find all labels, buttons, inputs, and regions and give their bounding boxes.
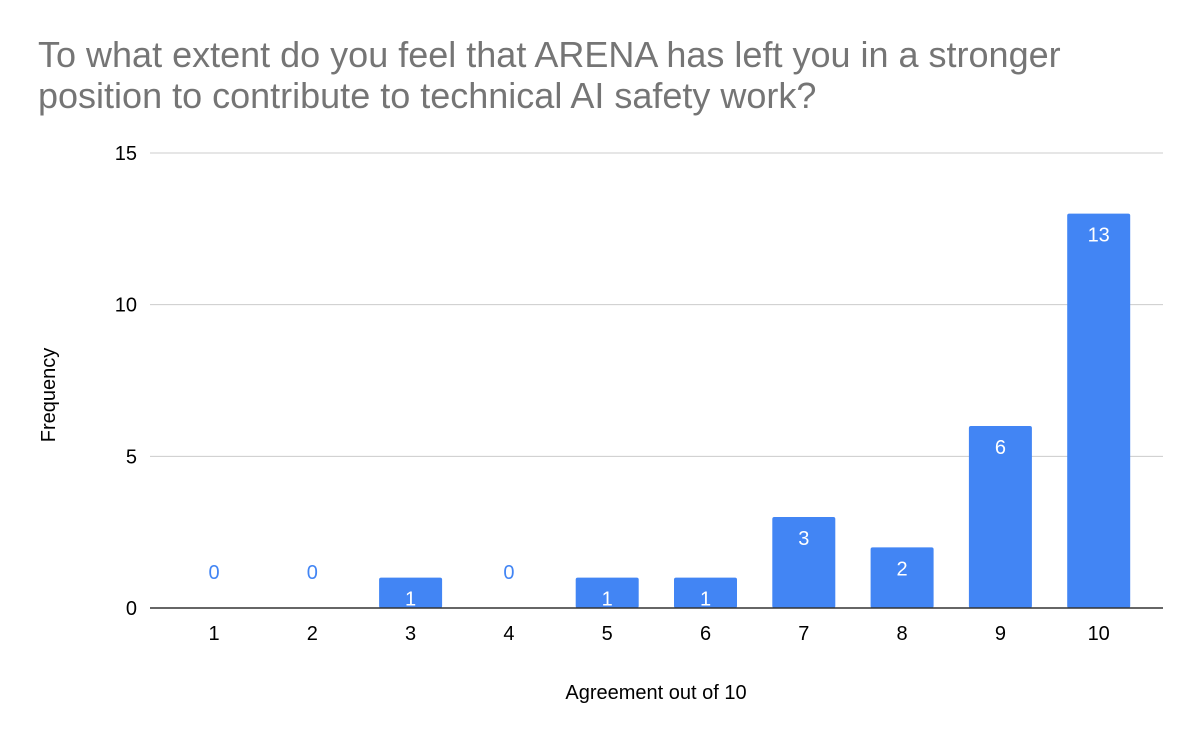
- data-label: 6: [995, 437, 1006, 459]
- data-label: 1: [700, 589, 711, 611]
- y-tick-label: 15: [115, 143, 137, 165]
- data-label: 0: [307, 562, 318, 584]
- x-tick-label: 4: [503, 623, 514, 645]
- y-tick-label: 10: [115, 295, 137, 317]
- y-tick-label: 0: [126, 598, 137, 620]
- bar: [772, 517, 836, 608]
- y-tick-labels: 0 5 10 15: [115, 143, 137, 620]
- x-tick-label: 6: [700, 623, 711, 645]
- data-label: 13: [1088, 225, 1110, 247]
- y-tick-label: 5: [126, 446, 137, 468]
- data-label: 1: [405, 589, 416, 611]
- bar: [968, 426, 1032, 608]
- bar: [870, 547, 934, 608]
- x-tick-label: 2: [307, 623, 318, 645]
- bar: [379, 577, 443, 608]
- data-label: 0: [503, 562, 514, 584]
- data-label: 0: [208, 562, 219, 584]
- y-axis-title: Frequency: [38, 348, 60, 443]
- data-label: 3: [798, 528, 809, 550]
- x-tick-label: 5: [602, 623, 613, 645]
- bars: [379, 213, 1131, 608]
- x-tick-label: 8: [897, 623, 908, 645]
- data-label: 1: [602, 589, 613, 611]
- bar: [575, 577, 639, 608]
- chart-title: To what extent do you feel that ARENA ha…: [38, 34, 1061, 116]
- x-tick-label: 9: [995, 623, 1006, 645]
- x-tick-label: 1: [208, 623, 219, 645]
- bar: [1067, 213, 1131, 608]
- x-tick-label: 3: [405, 623, 416, 645]
- data-label: 2: [897, 558, 908, 580]
- x-tick-label: 7: [798, 623, 809, 645]
- x-tick-label: 10: [1088, 623, 1110, 645]
- bar: [674, 577, 737, 608]
- x-tick-labels: 1 2 3 4 5 6 7 8 9 10: [208, 623, 1109, 645]
- gridlines: [150, 152, 1163, 457]
- x-axis-title: Agreement out of 10: [565, 682, 746, 704]
